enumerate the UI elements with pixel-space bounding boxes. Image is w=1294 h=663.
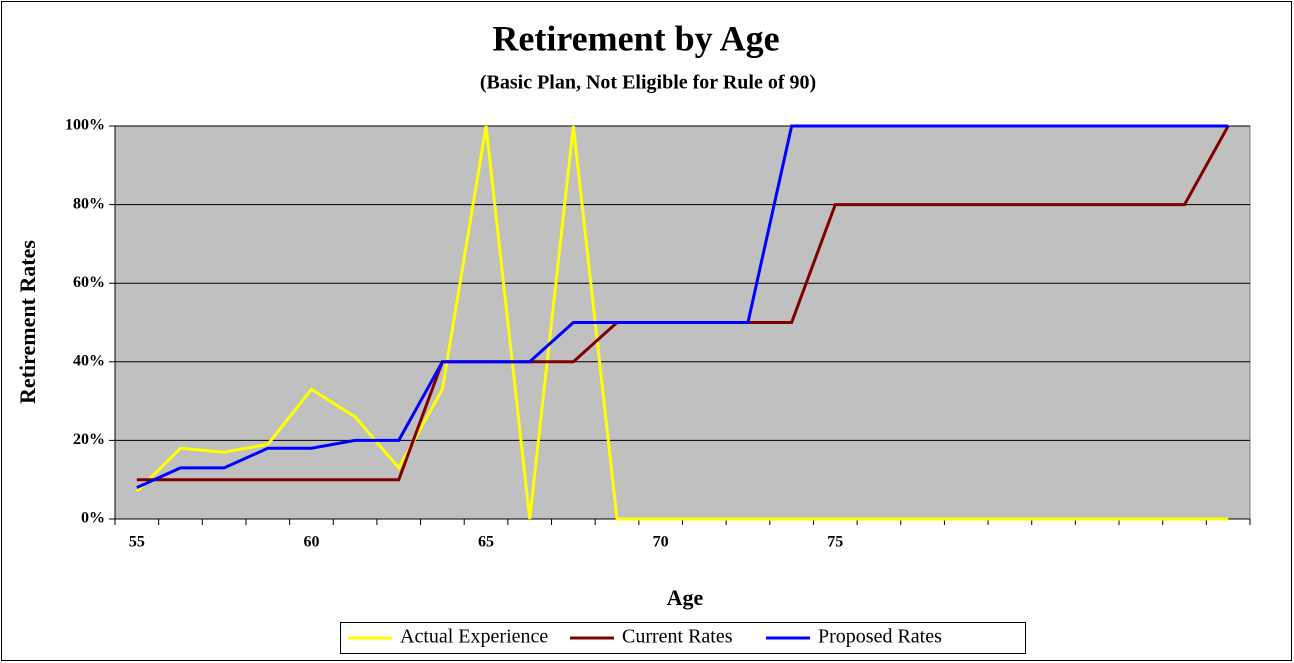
x-tick-label: 60	[303, 534, 319, 551]
y-axis-label: Retirement Rates	[15, 240, 40, 404]
legend-label: Proposed Rates	[818, 626, 942, 648]
legend-label: Actual Experience	[400, 626, 548, 648]
x-tick-label: 55	[129, 534, 145, 551]
y-tick-label: 20%	[73, 431, 105, 448]
y-tick-label: 100%	[65, 117, 105, 134]
y-tick-label: 80%	[73, 195, 105, 212]
x-tick-label: 75	[827, 534, 843, 551]
y-tick-label: 40%	[73, 352, 105, 369]
legend-box	[340, 622, 1026, 654]
x-tick-label: 65	[478, 534, 494, 551]
legend-label: Current Rates	[622, 626, 733, 648]
y-tick-label: 0%	[81, 510, 105, 527]
series-line	[136, 124, 1229, 489]
x-tick-label: 70	[653, 534, 669, 551]
chart-subtitle: (Basic Plan, Not Eligible for Rule of 90…	[480, 72, 816, 94]
x-axis-label: Age	[667, 585, 704, 610]
y-tick-label: 60%	[73, 274, 105, 291]
series-line	[135, 125, 1229, 521]
chart-title: Retirement by Age	[492, 18, 779, 58]
